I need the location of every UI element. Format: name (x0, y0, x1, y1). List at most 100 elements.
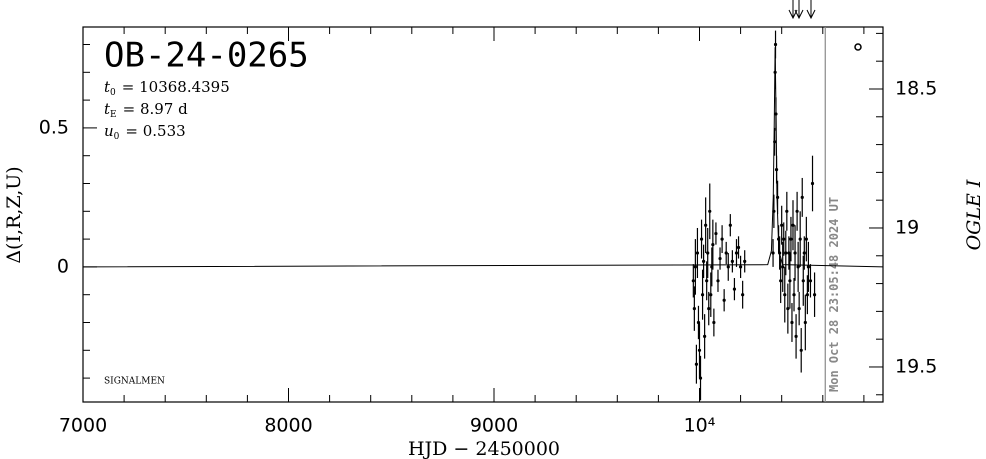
data-point (712, 320, 716, 325)
data-point (703, 334, 707, 338)
parameter-value: = 8.97 d (123, 100, 189, 118)
data-point (802, 251, 806, 255)
parameter: u0 = 0.533 (104, 122, 186, 142)
parameter-subscript: E (110, 110, 117, 120)
data-point (724, 251, 728, 255)
data-point (805, 293, 809, 297)
data-point (698, 376, 703, 380)
data-point (706, 251, 710, 255)
y-axis-label: Δ(I,R,Z,U) (3, 166, 25, 263)
parameter: tE = 8.97 d (104, 100, 188, 120)
data-point (702, 259, 706, 263)
data-point (810, 181, 815, 186)
data-point (692, 306, 696, 311)
data-point (780, 223, 784, 227)
data-point (714, 231, 718, 236)
credit: SIGNALMEN (104, 377, 165, 387)
data-point (782, 237, 786, 241)
data-point (726, 265, 730, 269)
data-point (734, 251, 739, 255)
data-point (788, 279, 792, 283)
data-point (708, 209, 712, 213)
y-tick-label: 0 (57, 255, 69, 277)
data-point (789, 237, 793, 241)
data-point (793, 251, 797, 255)
data-point (771, 251, 775, 255)
data-point (791, 223, 795, 227)
data-point (694, 362, 699, 366)
data-point (732, 287, 737, 291)
data-point (808, 279, 813, 283)
chart-title: OB-24-0265 (104, 36, 309, 76)
data-point (784, 251, 788, 255)
data-point (707, 306, 711, 311)
parameter-symbol: t (104, 100, 111, 118)
data-point (772, 209, 776, 213)
data-point (743, 259, 747, 263)
x-tick-label: 7000 (59, 415, 107, 437)
data-point (786, 306, 790, 311)
data-point (773, 70, 777, 74)
data-point (797, 306, 801, 311)
data-point (783, 293, 787, 297)
data-point (738, 265, 743, 269)
data-point (691, 279, 695, 283)
parameter: t0 = 10368.4395 (104, 78, 230, 98)
plot-frame (82, 26, 884, 403)
data-point (773, 140, 777, 144)
data-point (709, 293, 713, 297)
x-tick-label: 8000 (264, 415, 312, 437)
date-label: Mon Oct 28 23:05:48 2024 UT (827, 197, 841, 392)
alert-arrows (788, 0, 816, 20)
data-point (775, 195, 780, 200)
x-axis-label: HJD − 2450000 (408, 438, 560, 459)
parameter-subscript: 0 (110, 88, 116, 98)
parameter-value: = 0.533 (125, 122, 185, 140)
x-tick-label: 10⁴ (684, 415, 716, 437)
data-point (785, 209, 789, 213)
data-point (799, 348, 803, 352)
data-point (801, 279, 805, 283)
data-point (730, 259, 734, 263)
data-point (803, 320, 807, 325)
data-point (795, 209, 799, 213)
data-point (699, 237, 704, 241)
data-point (778, 251, 782, 255)
parameter-subscript: 0 (114, 132, 120, 142)
data-point (720, 237, 724, 241)
data-point (722, 298, 726, 302)
data-point (806, 265, 811, 269)
data-point (792, 293, 796, 297)
y2-tick-label: 19 (895, 216, 919, 238)
data-point (781, 265, 785, 269)
data-point (800, 195, 804, 200)
parameter-symbol: u (104, 122, 114, 140)
parameter-symbol: t (104, 78, 111, 96)
data-point (741, 293, 745, 297)
data-point (700, 293, 705, 297)
y2-tick-label: 18.5 (895, 77, 937, 99)
y2-tick-label: 19.5 (895, 355, 937, 377)
data-point (728, 223, 732, 227)
data-point (804, 237, 808, 241)
data-point (704, 223, 708, 227)
parameter-value: = 10368.4395 (122, 78, 230, 96)
data-point (794, 334, 798, 338)
data-point (798, 237, 802, 241)
data-point (774, 168, 779, 172)
data-point (705, 279, 709, 283)
y-tick-label: 0.5 (39, 116, 69, 138)
data-point (718, 256, 722, 261)
data-point (796, 265, 800, 269)
data-point (790, 320, 794, 325)
data-point (812, 293, 817, 297)
y2-axis-label: OGLE I (963, 179, 985, 250)
data-point (736, 245, 741, 250)
data-point (711, 243, 715, 247)
marker-symbol (854, 43, 862, 51)
data-point (693, 265, 697, 269)
data-point (695, 251, 700, 255)
data-point (697, 348, 702, 352)
data-point (774, 112, 778, 116)
